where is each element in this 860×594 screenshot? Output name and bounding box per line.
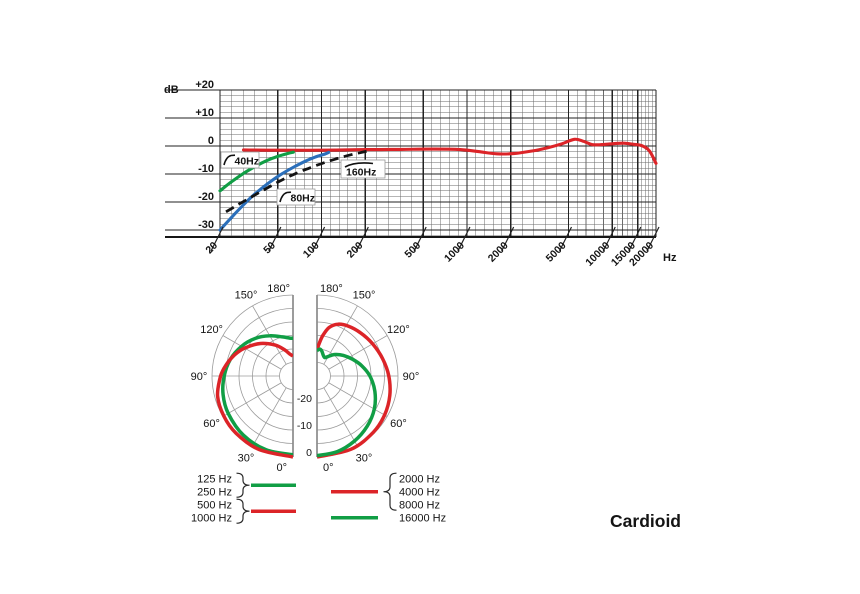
x-tick-label: 1000 [442, 240, 467, 265]
polar-degree-label: 30° [356, 452, 373, 464]
legend-label: 4000 Hz [399, 487, 440, 499]
filter-label-160hz: 160Hz [340, 159, 386, 179]
filter-label-40hz: 40Hz [220, 151, 260, 169]
x-tick-mark [413, 226, 427, 252]
x-tick-label: 50 [261, 240, 278, 257]
polar-curve-2000-8000-hz [317, 322, 392, 459]
x-tick-label: 2000 [486, 240, 511, 265]
x-tick-mark [501, 226, 515, 252]
polar-curve-500-1000-hz [215, 341, 293, 459]
x-tick-mark [602, 226, 616, 252]
polar-degree-label: 180° [320, 283, 343, 295]
legend-label: 500 Hz [197, 500, 232, 512]
legend-label: 250 Hz [197, 487, 232, 499]
polar-radial-line [252, 387, 287, 447]
polar-degree-label: 0° [276, 462, 287, 474]
y-tick-label: 0 [208, 135, 214, 147]
frequency-response-chart: +20 +10 0 -10 -20 -30 20 50 100 200 500 1000 2000 500… [165, 79, 660, 269]
legend-label: 125 Hz [197, 474, 232, 486]
polar-db-label: -20 [297, 393, 312, 405]
polar-degree-label: 120° [387, 324, 410, 336]
x-tick-mark [558, 226, 573, 252]
x-tick-label: 10000 [583, 240, 612, 269]
legend-label: 1000 Hz [191, 513, 232, 525]
polar-ring [316, 362, 331, 390]
polar-degree-label: 120° [200, 324, 223, 336]
polar-radial-line [222, 335, 282, 370]
arc-icon [344, 162, 374, 168]
polar-db-label: 0 [306, 447, 312, 459]
polar-curve-16000-hz [317, 347, 378, 458]
x-tick-label: 5000 [544, 240, 569, 265]
polar-degree-label: 150° [353, 290, 376, 302]
legend-label: 16000 Hz [399, 513, 446, 525]
x-axis-unit-label: Hz [663, 252, 677, 264]
polar-db-label: -10 [297, 420, 312, 432]
filter-label-text: 160Hz [346, 167, 376, 179]
legend-brace-icon [236, 498, 250, 524]
y-tick-label: -30 [198, 219, 214, 231]
curve-80-hz-low-cut [218, 150, 331, 232]
legend-label: 8000 Hz [399, 500, 440, 512]
curve-frequency-response [241, 137, 658, 165]
polar-degree-label: 150° [235, 290, 258, 302]
polar-radial-line [222, 382, 282, 417]
polar-degree-label: 180° [267, 283, 290, 295]
filter-label-text: 80Hz [291, 193, 316, 205]
y-tick-label: +10 [195, 107, 214, 119]
filter-label-80hz: 80Hz [276, 188, 316, 206]
x-tick-mark [646, 226, 660, 252]
legend-group-right: 16000 Hz [331, 513, 446, 525]
y-tick-label: -10 [198, 163, 214, 175]
x-tick-mark [628, 226, 642, 252]
legend-brace-icon [236, 472, 250, 498]
pattern-title: Cardioid [610, 511, 681, 531]
polar-degree-label: 60° [203, 418, 220, 430]
polar-degree-label: 60° [390, 418, 407, 430]
x-tick-mark [355, 226, 369, 252]
polar-curves-right [317, 322, 392, 459]
polar-curves-left [215, 341, 293, 459]
x-tick-label: 20 [203, 240, 220, 257]
x-tick-mark [457, 226, 471, 252]
polar-radial-line [328, 382, 388, 417]
x-tick-label: 100 [301, 240, 322, 261]
x-tick-mark [210, 226, 224, 252]
filter-label-text: 40Hz [235, 156, 260, 168]
y-tick-label: -20 [198, 191, 214, 203]
polar-degree-label: 30° [238, 452, 255, 464]
legend-brace-icon [383, 472, 397, 511]
polar-radial-line [323, 387, 358, 447]
curve-160-hz-low-cut [225, 149, 371, 214]
x-tick-mark [268, 226, 282, 252]
polar-ring [279, 362, 294, 390]
polar-pattern-chart: 0° 0° 30° 30° 60° 60° 90° 90° 120° 120° 150° 150° 18… [191, 283, 420, 474]
polar-degree-label: 0° [323, 462, 334, 474]
y-axis-unit-label: dB [164, 84, 179, 96]
x-tick-mark [312, 226, 326, 252]
corner-icon [279, 191, 292, 203]
polar-curves-right [317, 347, 378, 458]
y-tick-label: +20 [195, 79, 214, 91]
polar-radial-line [328, 335, 388, 370]
x-tick-label: 200 [345, 240, 366, 261]
polar-degree-label: 90° [191, 371, 208, 383]
x-tick-label: 500 [402, 240, 423, 261]
polar-grid-right [316, 294, 399, 458]
polar-degree-label: 90° [403, 371, 420, 383]
legend-label: 2000 Hz [399, 474, 440, 486]
corner-icon [223, 154, 236, 166]
curve-40-hz-low-cut [218, 150, 295, 193]
